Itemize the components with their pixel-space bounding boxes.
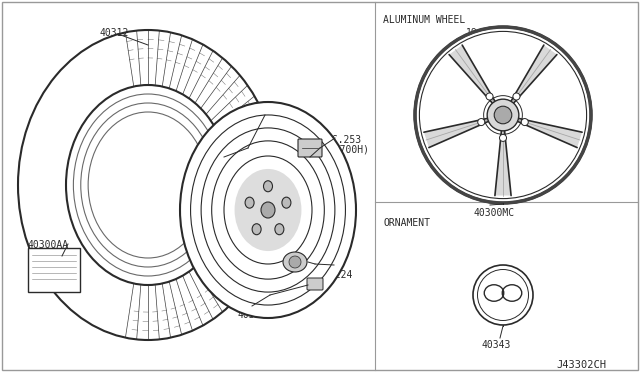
Circle shape [477, 119, 484, 126]
Polygon shape [495, 127, 511, 196]
Text: 40300MC: 40300MC [473, 208, 514, 218]
Text: (40700H): (40700H) [322, 145, 369, 155]
Text: SEC.253: SEC.253 [320, 135, 361, 145]
Circle shape [494, 106, 512, 124]
Text: 40343: 40343 [481, 340, 510, 350]
Ellipse shape [289, 256, 301, 268]
Text: 40300AA: 40300AA [28, 240, 69, 250]
Circle shape [499, 134, 506, 141]
Text: 40224: 40224 [323, 270, 353, 280]
Text: 40300A: 40300A [237, 310, 272, 320]
Ellipse shape [252, 224, 261, 235]
Circle shape [473, 265, 533, 325]
Polygon shape [424, 118, 492, 148]
Ellipse shape [264, 181, 273, 192]
Circle shape [513, 93, 520, 100]
Polygon shape [515, 118, 582, 148]
Ellipse shape [282, 197, 291, 208]
Ellipse shape [261, 202, 275, 218]
Circle shape [415, 27, 591, 203]
Text: ALUMINUM WHEEL: ALUMINUM WHEEL [383, 15, 465, 25]
Bar [28, 248, 80, 292]
FancyBboxPatch shape [307, 278, 323, 290]
Text: ORNAMENT: ORNAMENT [383, 218, 430, 228]
Text: 40312: 40312 [100, 28, 129, 38]
Ellipse shape [180, 102, 356, 318]
Ellipse shape [245, 197, 254, 208]
Ellipse shape [275, 224, 284, 235]
Ellipse shape [283, 252, 307, 272]
Ellipse shape [18, 30, 278, 340]
Text: J43302CH: J43302CH [556, 360, 606, 370]
Circle shape [487, 99, 519, 131]
FancyBboxPatch shape [298, 139, 322, 157]
Polygon shape [449, 45, 497, 106]
Circle shape [486, 93, 493, 100]
Polygon shape [509, 45, 557, 106]
Text: 19x8.5J: 19x8.5J [466, 28, 507, 38]
Circle shape [521, 119, 528, 126]
Text: 40300MC: 40300MC [195, 155, 236, 165]
Ellipse shape [235, 169, 301, 251]
